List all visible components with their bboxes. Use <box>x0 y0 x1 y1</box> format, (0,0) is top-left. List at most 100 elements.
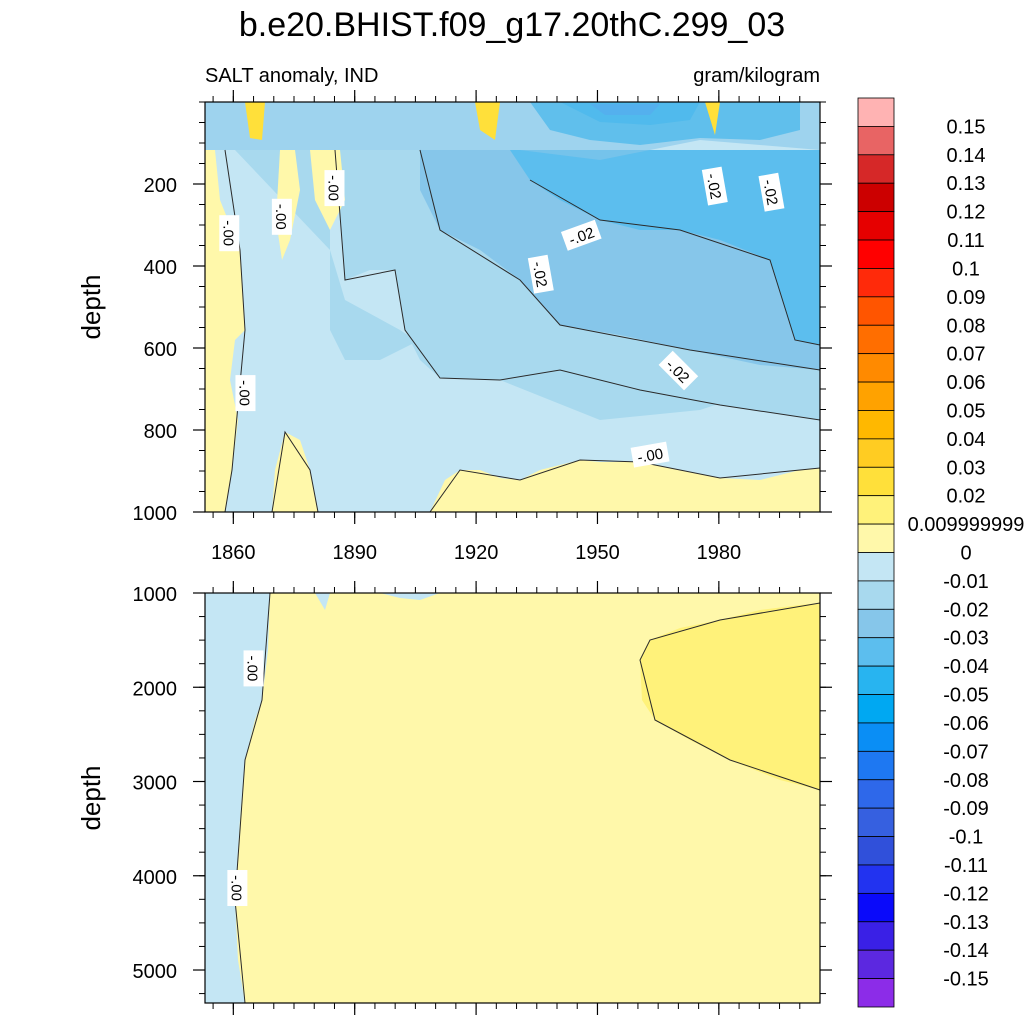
colorbar-label: 0.02 <box>947 486 986 508</box>
y-tick-label: 1000 <box>133 584 178 606</box>
colorbar-swatch <box>857 381 895 411</box>
upper-panel: -.00-.00-.00-.00-.02-.02-.02 -.02-.02-.00… <box>76 90 832 564</box>
colorbar-swatch <box>857 182 895 213</box>
colorbar-swatch <box>857 466 895 497</box>
colorbar: 0.15 0.14 0.13 0.12 0.11 0.1 0.09 0.08 0.07 0.06 0… <box>857 97 1024 1008</box>
contour-label: -.00 <box>271 198 292 235</box>
contour-label: -.00 <box>243 650 264 687</box>
colorbar-swatch <box>857 892 895 923</box>
colorbar-label: -0.04 <box>943 656 989 678</box>
colorbar-swatch <box>857 779 895 809</box>
contour-label: -.00 <box>630 441 670 468</box>
right-subtitle: gram/kilogram <box>693 65 820 87</box>
colorbar-swatch <box>857 495 895 525</box>
colorbar-label: 0.11 <box>947 230 984 252</box>
colorbar-label: 0.09 <box>947 287 986 309</box>
colorbar-label: -0.02 <box>943 599 989 621</box>
colorbar-swatch <box>857 353 895 383</box>
contour-label-text: -.02 <box>703 172 724 200</box>
colorbar-label: 0 <box>960 543 971 565</box>
colorbar-swatch <box>857 239 895 269</box>
colorbar-swatch <box>857 268 895 298</box>
left-subtitle: SALT anomaly, IND <box>205 65 378 87</box>
colorbar-label: -0.12 <box>943 883 989 905</box>
contour-label-text: -.02 <box>759 178 780 206</box>
colorbar-label: 0.12 <box>947 202 986 224</box>
colorbar-label: -0.1 <box>949 827 983 849</box>
contour-label: -.02 <box>701 166 728 206</box>
colorbar-label: 0.03 <box>947 457 986 479</box>
colorbar-label: -0.14 <box>943 940 989 962</box>
y-tick-label: 800 <box>144 421 177 443</box>
colorbar-swatch <box>857 552 895 582</box>
y-tick-label: 400 <box>144 257 177 279</box>
colorbar-label: 0.04 <box>947 429 986 451</box>
colorbar-label: -0.08 <box>943 770 989 792</box>
colorbar-label: -0.13 <box>943 912 989 934</box>
colorbar-label: 0.1 <box>952 258 980 280</box>
x-tick-label: 1950 <box>575 542 620 564</box>
y-axis-label: depth <box>76 274 106 339</box>
contour-label: -.02 <box>758 172 785 212</box>
colorbar-swatch <box>857 807 895 837</box>
y-tick-label: 1000 <box>133 503 178 525</box>
colorbar-label: 0.08 <box>947 315 986 337</box>
colorbar-label: 0.06 <box>947 372 986 394</box>
colorbar-label: 0.14 <box>947 145 986 167</box>
colorbar-label: 0.15 <box>947 116 986 138</box>
contour-label-text: -.00 <box>244 655 261 681</box>
colorbar-swatch <box>857 97 895 127</box>
colorbar-swatch <box>857 665 895 695</box>
colorbar-swatch <box>857 410 895 440</box>
colorbar-label: -0.11 <box>944 855 988 877</box>
colorbar-swatch <box>857 608 895 639</box>
x-tick-label: 1920 <box>454 542 499 564</box>
contour-label: -.00 <box>227 870 248 907</box>
colorbar-label: -0.15 <box>943 969 989 991</box>
contour-label-text: -.00 <box>235 380 252 406</box>
contour-label: -.00 <box>235 375 256 412</box>
colorbar-swatch <box>857 523 895 553</box>
colorbar-swatch <box>857 836 895 866</box>
colorbar-swatch <box>857 921 895 951</box>
y-tick-label: 5000 <box>133 961 178 983</box>
colorbar-label: 0.07 <box>947 344 986 366</box>
colorbar-swatch <box>857 949 895 979</box>
colorbar-swatch <box>857 296 895 326</box>
y-tick-label: 2000 <box>133 678 178 700</box>
colorbar-swatch <box>857 580 895 610</box>
colorbar-swatch <box>857 694 895 724</box>
x-tick-label: 1860 <box>211 542 256 564</box>
x-tick-label: 1980 <box>697 542 742 564</box>
y-tick-label: 200 <box>144 175 177 197</box>
colorbar-label: -0.06 <box>943 713 989 735</box>
contour-label-text: -.00 <box>219 220 236 246</box>
contour-label-text: -.00 <box>324 175 341 201</box>
contour-label: -.00 <box>324 170 345 207</box>
lower-panel: -.00 -.00 1000 2000 3000 4000 5000 depth <box>76 581 832 1015</box>
contour-label-text: -.00 <box>636 445 664 466</box>
colorbar-label: 0.13 <box>947 173 986 195</box>
colorbar-swatch <box>857 637 895 667</box>
colorbar-swatch <box>857 211 895 241</box>
colorbar-swatch <box>857 154 895 184</box>
colorbar-label: 0.05 <box>947 400 986 422</box>
colorbar-swatch <box>857 864 895 894</box>
colorbar-swatch <box>857 324 895 355</box>
colorbar-label: -0.07 <box>943 741 989 763</box>
colorbar-swatch <box>857 978 895 1008</box>
colorbar-swatch <box>857 126 895 156</box>
colorbar-label: -0.05 <box>943 685 989 707</box>
y-axis-label: depth <box>76 765 106 830</box>
contour-label: -.02 <box>527 254 554 294</box>
colorbar-label: 0.009999999 <box>908 514 1024 536</box>
x-tick-label: 1890 <box>332 542 377 564</box>
contour-label: -.00 <box>219 215 240 252</box>
y-tick-label: 600 <box>144 339 177 361</box>
contour-label-text: -.00 <box>272 204 289 230</box>
contour-label-text: -.02 <box>529 260 550 288</box>
colorbar-swatch <box>857 438 895 468</box>
contour-label-text: -.00 <box>227 875 244 901</box>
y-tick-label: 3000 <box>133 773 178 795</box>
